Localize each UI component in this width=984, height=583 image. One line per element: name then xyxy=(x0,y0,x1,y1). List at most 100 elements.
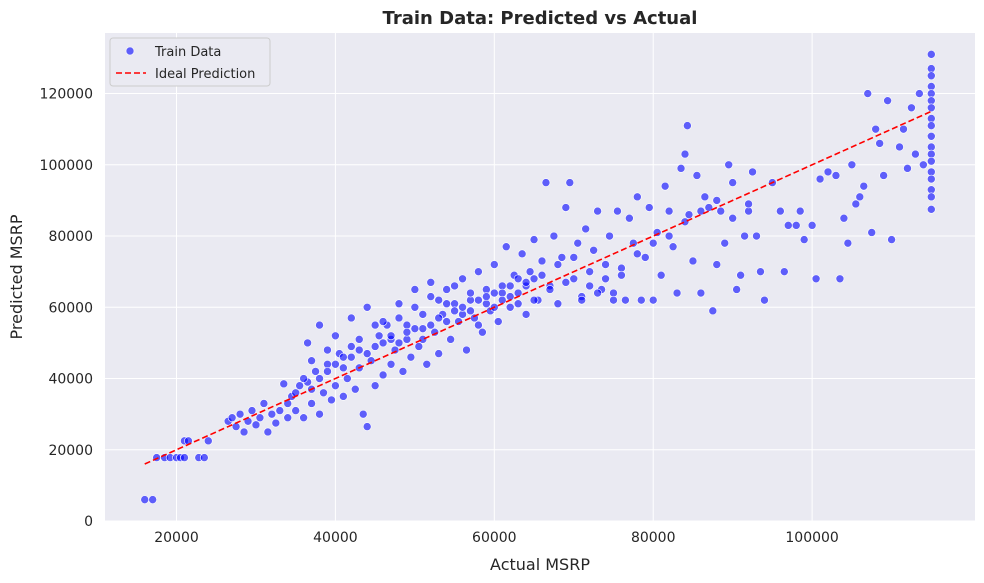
data-point xyxy=(927,185,936,195)
data-point xyxy=(378,370,388,380)
data-point xyxy=(728,178,737,187)
data-point xyxy=(466,295,475,305)
data-point xyxy=(402,327,412,337)
data-point xyxy=(434,295,443,305)
data-point xyxy=(259,399,269,408)
data-point xyxy=(529,274,539,284)
data-point xyxy=(625,213,634,223)
data-point xyxy=(744,199,753,209)
chart-title: Train Data: Predicted vs Actual xyxy=(383,8,698,29)
data-point xyxy=(927,156,936,166)
x-tick-label: 40000 xyxy=(313,530,358,546)
data-point xyxy=(637,295,646,305)
data-point xyxy=(490,260,499,269)
data-point xyxy=(386,331,396,341)
y-tick-labels: 0 20000 40000 60000 80000 100000 120000 xyxy=(40,87,93,530)
data-point xyxy=(879,171,888,180)
y-tick-label: 100000 xyxy=(40,158,93,174)
data-point xyxy=(911,149,920,159)
data-point xyxy=(450,306,459,316)
x-tick-label: 100000 xyxy=(785,530,838,546)
data-point xyxy=(291,406,300,415)
data-point xyxy=(521,310,531,319)
data-point xyxy=(541,178,551,187)
data-point xyxy=(347,313,356,323)
data-point xyxy=(362,302,372,312)
data-point xyxy=(859,181,869,191)
data-point xyxy=(339,363,348,373)
data-point xyxy=(799,235,809,244)
data-point xyxy=(442,285,451,294)
data-point xyxy=(927,89,936,98)
data-point xyxy=(676,164,686,173)
data-point xyxy=(339,392,348,401)
data-point xyxy=(466,288,475,298)
data-point xyxy=(744,206,753,216)
data-point xyxy=(529,235,539,244)
data-point xyxy=(609,295,618,305)
data-point xyxy=(863,89,873,98)
data-point xyxy=(621,295,630,305)
data-point xyxy=(378,317,388,326)
y-tick-label: 0 xyxy=(84,514,93,530)
data-point xyxy=(299,413,308,423)
data-point xyxy=(422,359,432,369)
data-point xyxy=(712,196,722,205)
data-point xyxy=(740,231,749,241)
data-point xyxy=(927,205,936,214)
data-point xyxy=(331,381,340,390)
data-point xyxy=(434,313,443,323)
legend: Train Data Ideal Prediction xyxy=(109,37,271,87)
data-point xyxy=(418,335,428,344)
data-point xyxy=(148,495,157,504)
data-point xyxy=(605,231,614,241)
data-point xyxy=(307,356,316,366)
data-point xyxy=(815,174,825,184)
data-point xyxy=(644,203,654,212)
data-point xyxy=(724,160,733,170)
data-point xyxy=(323,367,332,376)
data-point xyxy=(386,359,396,369)
data-point xyxy=(593,206,602,216)
data-point xyxy=(585,267,594,276)
data-point xyxy=(823,167,833,177)
data-point xyxy=(668,242,678,252)
data-point xyxy=(537,270,547,280)
data-point xyxy=(927,167,936,177)
data-point xyxy=(791,221,801,230)
data-point xyxy=(573,238,583,248)
data-point xyxy=(315,320,324,330)
data-point xyxy=(867,228,877,237)
legend-box xyxy=(109,37,271,87)
data-point xyxy=(561,278,571,287)
data-point xyxy=(490,288,499,298)
data-point xyxy=(553,299,563,309)
data-point xyxy=(843,238,853,248)
data-point xyxy=(374,331,384,341)
data-point xyxy=(585,281,594,291)
data-point xyxy=(521,278,531,287)
data-point xyxy=(370,381,380,390)
data-point xyxy=(426,278,436,287)
legend-label-train-data: Train Data xyxy=(154,45,221,60)
data-point xyxy=(716,206,726,216)
data-point xyxy=(410,324,420,333)
data-point xyxy=(545,285,555,294)
data-point xyxy=(466,306,475,316)
data-point xyxy=(235,409,245,419)
data-point xyxy=(537,256,547,266)
data-point xyxy=(394,313,404,323)
data-point xyxy=(835,274,845,284)
data-point xyxy=(370,320,380,330)
data-point xyxy=(478,327,487,337)
data-point xyxy=(915,89,924,98)
data-point xyxy=(927,121,936,130)
data-point xyxy=(760,295,769,305)
data-point xyxy=(505,281,515,291)
data-point xyxy=(446,335,455,344)
data-point xyxy=(569,253,579,262)
data-point xyxy=(601,260,610,269)
data-point xyxy=(783,221,793,230)
data-point xyxy=(589,245,598,255)
data-point xyxy=(319,388,328,398)
